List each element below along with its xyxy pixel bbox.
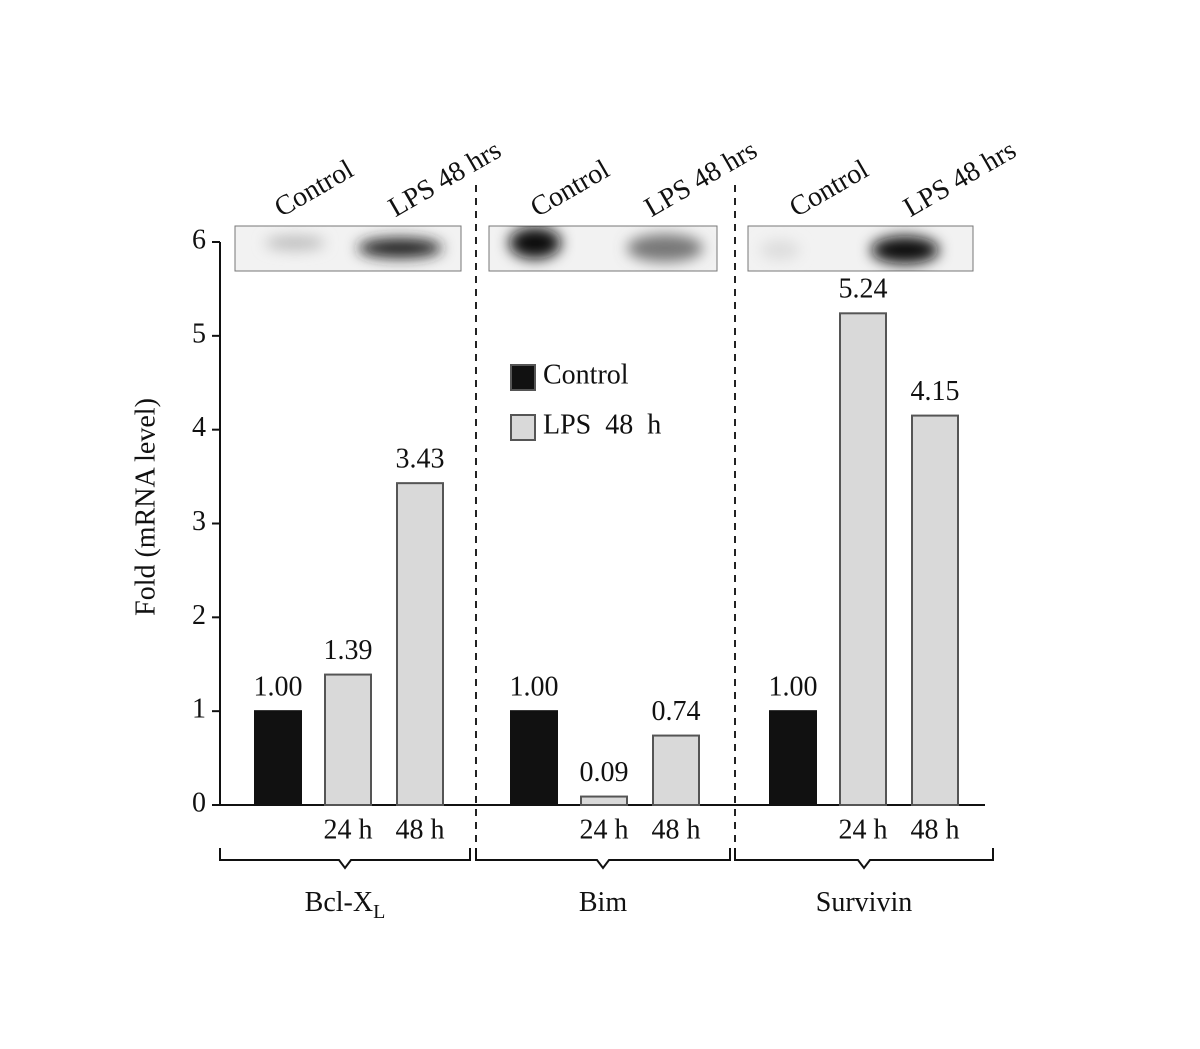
blot-label: LPS 48 hrs: [639, 135, 762, 224]
bar: [510, 710, 558, 807]
group-brace: [219, 848, 471, 870]
blot: [488, 225, 718, 272]
value-label: 1.39: [324, 635, 373, 666]
blot-label: Control: [784, 154, 874, 224]
blot-label: LPS 48 hrs: [898, 135, 1021, 224]
value-label: 0.74: [652, 696, 701, 727]
y-tick-label: 2: [192, 600, 206, 631]
x-tick-label: 24 h: [580, 814, 629, 845]
value-label: 1.00: [769, 672, 818, 703]
x-tick-label: 24 h: [839, 814, 888, 845]
y-axis-label: Fold (mRNA level): [130, 398, 161, 616]
blot-label: Control: [525, 154, 615, 224]
value-label: 1.00: [510, 672, 559, 703]
legend-swatch: [510, 364, 536, 391]
x-tick-label: 48 h: [652, 814, 701, 845]
group-name: Bim: [579, 887, 627, 918]
blot-label: LPS 48 hrs: [383, 135, 506, 224]
group-label: Bcl-XL: [305, 887, 386, 922]
group-label: Bim: [579, 887, 627, 918]
value-label: 5.24: [839, 274, 888, 305]
value-label: 3.43: [396, 444, 445, 475]
blot: [234, 225, 462, 272]
y-tick-label: 1: [192, 694, 206, 725]
legend-swatch: [510, 414, 536, 441]
bar: [396, 482, 444, 806]
value-label: 4.15: [911, 376, 960, 407]
bar: [324, 673, 372, 806]
group-name: Survivin: [816, 887, 912, 918]
bar: [652, 734, 700, 807]
y-tick-label: 4: [192, 412, 206, 443]
blot: [747, 225, 974, 272]
bar: [769, 710, 817, 807]
bar: [839, 312, 887, 806]
y-tick-label: 5: [192, 318, 206, 349]
group-brace: [475, 848, 731, 870]
x-tick-label: 48 h: [396, 814, 445, 845]
group-brace: [734, 848, 994, 870]
bar: [254, 710, 302, 807]
x-tick-label: 48 h: [911, 814, 960, 845]
group-label: Survivin: [816, 887, 912, 918]
y-tick-label: 0: [192, 787, 206, 818]
legend-label: Control: [543, 359, 629, 390]
y-tick-label: 6: [192, 224, 206, 255]
x-tick-label: 24 h: [324, 814, 373, 845]
bar: [911, 414, 959, 806]
group-subscript: L: [373, 901, 385, 923]
blot-label: Control: [269, 154, 359, 224]
group-name: Bcl-X: [305, 887, 373, 918]
legend-label: LPS 48 h: [543, 409, 661, 440]
bar: [580, 795, 628, 806]
y-tick-label: 3: [192, 506, 206, 537]
value-label: 0.09: [580, 757, 629, 788]
value-label: 1.00: [254, 672, 303, 703]
